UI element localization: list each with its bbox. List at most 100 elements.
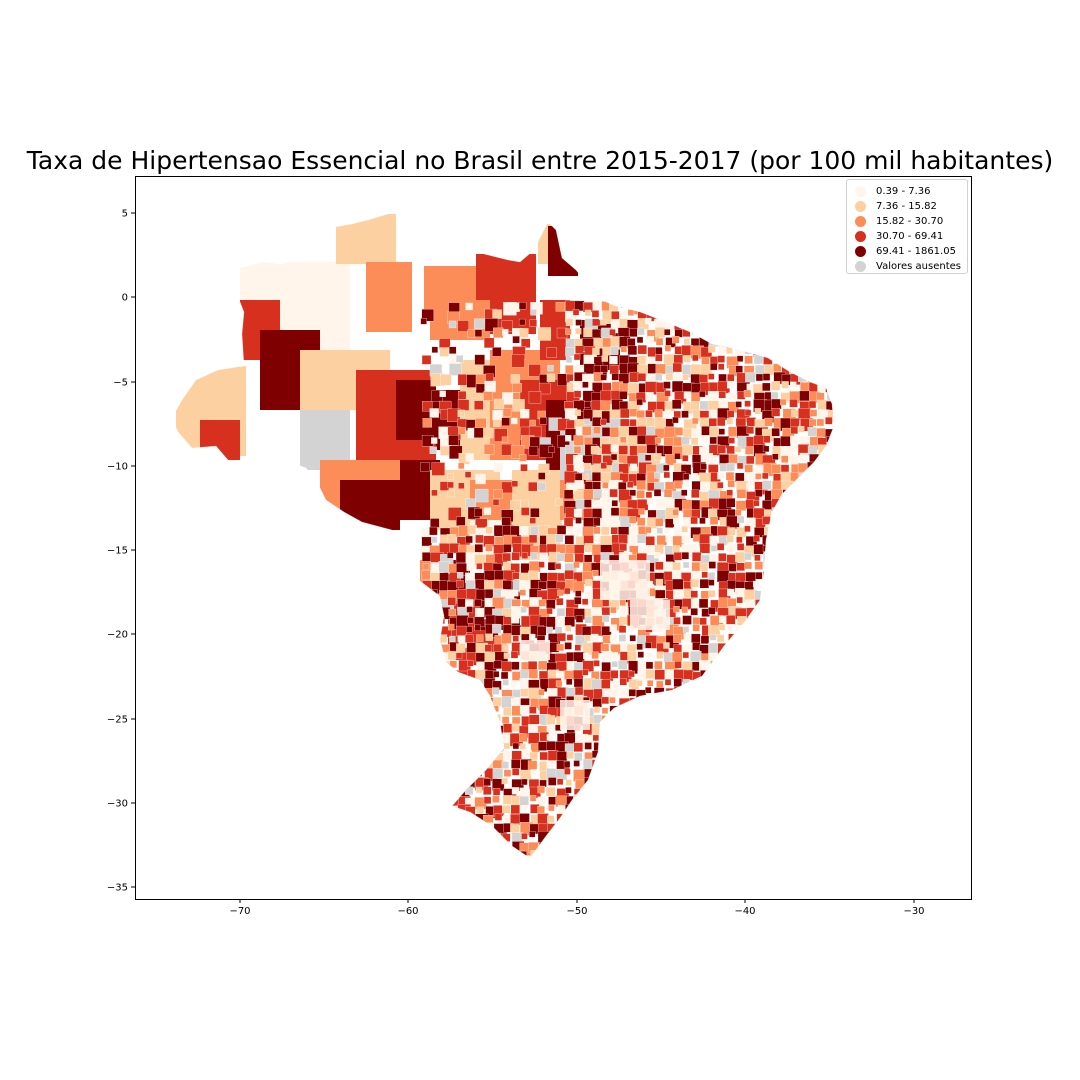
map-region [483,778,491,786]
map-region [557,572,566,582]
map-region [440,374,452,386]
x-axis: −70 −60 −50 −40 −30 [229,899,925,917]
map-region [674,427,684,436]
map-region [538,599,546,607]
map-region [728,454,739,464]
map-region [646,498,654,505]
map-region [655,354,663,362]
map-region [645,642,652,649]
map-region [681,606,688,614]
map-region [682,473,690,480]
map-region [538,561,545,568]
map-region [692,617,700,625]
map-region [565,779,572,786]
map-region [455,551,467,563]
map-region [600,643,610,653]
map-region [448,435,459,446]
map-region [619,616,628,625]
map-region [790,381,797,389]
map-region [708,579,715,586]
x-tick-label: −50 [566,906,587,917]
map-region [475,652,486,663]
map-region [530,508,540,518]
map-region [511,723,521,733]
map-region [664,679,672,686]
map-region [592,734,600,742]
map-region [609,697,616,704]
map-region [601,607,611,616]
map-region [573,435,584,446]
map-region [656,527,663,534]
map-region [455,652,463,659]
map-region [719,463,729,472]
map-region [611,500,618,507]
legend-item: Valores ausentes [855,259,961,274]
map-region [610,444,618,453]
map-region [665,561,674,570]
map-region [539,552,548,561]
map-region [527,661,538,671]
map-region [492,309,502,319]
map-region [671,399,682,410]
map-region [420,318,427,325]
map-region [546,734,554,741]
map-region [591,310,600,318]
map-region [583,437,593,446]
map-region [710,362,718,371]
map-region [485,373,494,382]
map-region [483,444,495,455]
map-region [500,671,509,680]
legend-label: 7.36 - 15.82 [876,201,937,212]
legend-marker [855,261,866,272]
map-region [809,409,818,417]
map-region [734,588,746,599]
map-region [512,399,525,412]
map-region [699,390,706,398]
map-region [530,552,538,560]
map-region [673,606,680,613]
map-region [637,426,648,436]
map-region [735,509,742,516]
map-region [681,410,689,418]
map-region [431,489,438,497]
map-region [503,544,512,553]
map-region [816,418,825,427]
map-region [584,579,593,587]
map-region [626,481,634,488]
map-region [583,363,596,375]
map-region [609,355,618,365]
map-region [636,680,643,687]
map-region [736,355,744,362]
map-region [421,309,434,322]
map-region [762,382,771,392]
map-region [503,769,512,777]
map-region [701,436,708,443]
map-region [755,489,763,497]
map-region [564,535,575,545]
map-region [449,635,456,643]
map-region [556,608,566,617]
map-region [582,473,589,480]
map-region [575,345,584,354]
map-region [609,329,616,336]
map-region [755,373,764,382]
map-region [476,634,484,642]
map-region [458,462,465,470]
map-region [754,408,761,415]
map-region [493,489,503,499]
map-region [511,572,520,580]
map-region [762,472,769,480]
map-region [727,588,735,597]
map-region [682,455,689,462]
map-region [655,347,663,355]
legend-item: 0.39 - 7.36 [855,184,931,199]
map-region [493,462,504,473]
map-region [564,616,575,627]
map-region [456,516,466,527]
map-region [735,401,742,408]
map-region [655,578,663,587]
map-region [455,355,464,363]
map-region [420,462,430,472]
map-region [609,365,619,375]
map-region [628,670,635,678]
